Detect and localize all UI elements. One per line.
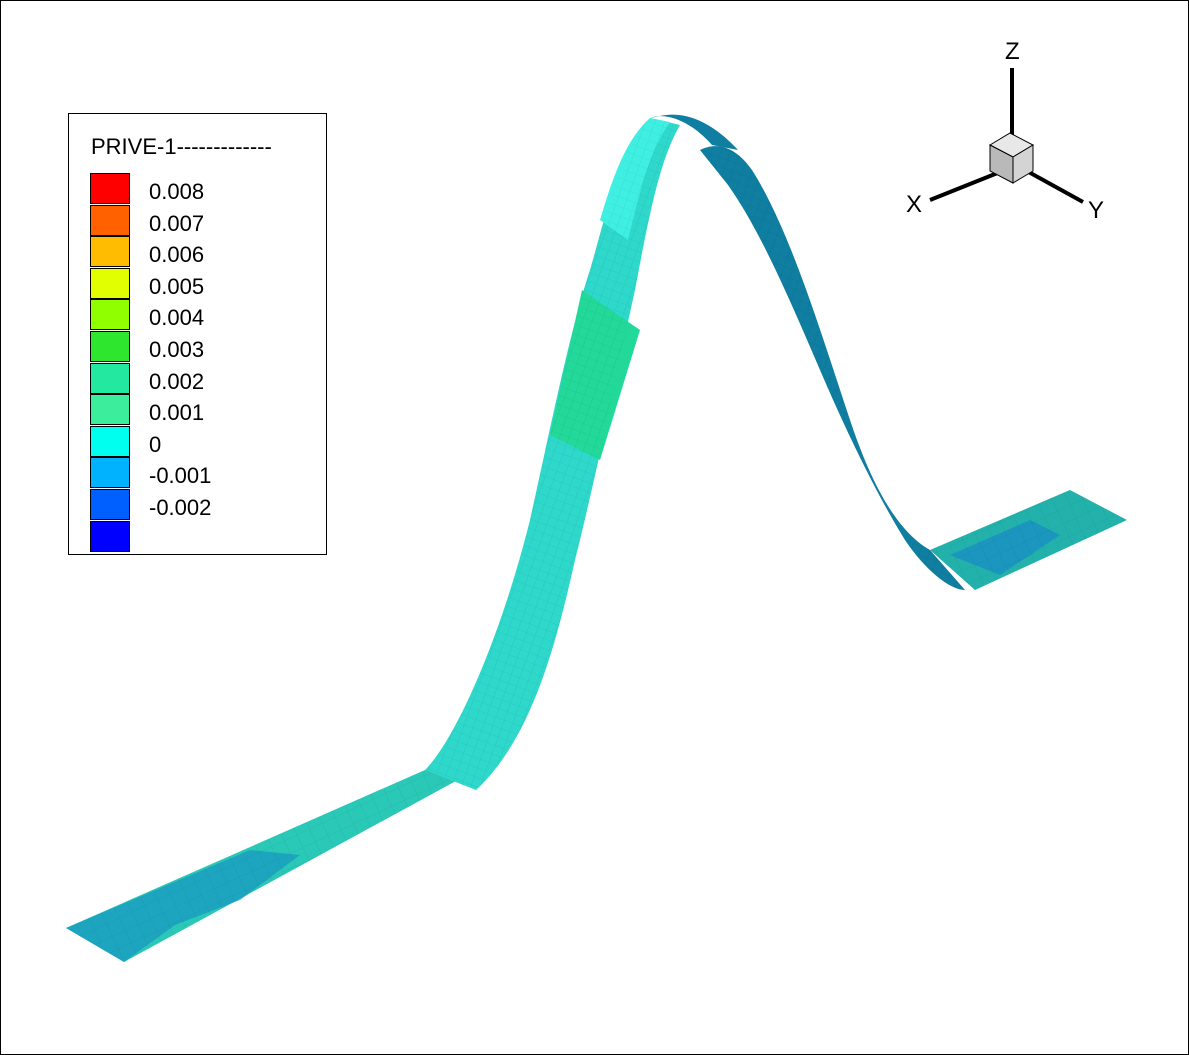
legend-level-label: -0.001 [149, 465, 211, 487]
legend-level-label: 0.003 [149, 339, 204, 361]
contour-legend: PRIVE-1------------- 0.008 0.007 0.006 0.00… [68, 113, 327, 555]
legend-swatch [90, 457, 130, 488]
legend-level-label: 0.006 [149, 244, 204, 266]
legend-level-label: 0.002 [149, 371, 204, 393]
strip-flat-left-mesh [66, 770, 476, 962]
strip-rise-mesh [425, 118, 680, 790]
z-axis-label: Z [1005, 40, 1020, 64]
legend-level-label: 0 [149, 434, 161, 456]
legend-swatch [90, 299, 130, 330]
legend-level-label: 0.005 [149, 276, 204, 298]
legend-level-label: -0.002 [149, 497, 211, 519]
legend-swatch [90, 521, 130, 552]
legend-swatch [90, 489, 130, 520]
strip-flat-right-mesh [930, 490, 1127, 590]
strip-descent-mesh [700, 146, 965, 590]
legend-title: PRIVE-1------------- [91, 134, 272, 160]
axis-triad [930, 68, 1083, 202]
legend-level-label: 0.004 [149, 307, 204, 329]
x-axis-label: X [906, 193, 922, 217]
legend-level-label: 0.007 [149, 213, 204, 235]
legend-level-label: 0.008 [149, 181, 204, 203]
legend-swatch [90, 268, 130, 299]
legend-swatch [90, 331, 130, 362]
legend-swatch [90, 173, 130, 204]
y-axis-line [1025, 170, 1083, 202]
legend-swatch [90, 205, 130, 236]
legend-swatch [90, 394, 130, 425]
y-axis-label: Y [1088, 199, 1104, 223]
x-axis-line [930, 172, 1000, 200]
legend-swatch [90, 363, 130, 394]
legend-swatch [90, 426, 130, 457]
legend-swatch [90, 236, 130, 267]
legend-level-label: 0.001 [149, 402, 204, 424]
